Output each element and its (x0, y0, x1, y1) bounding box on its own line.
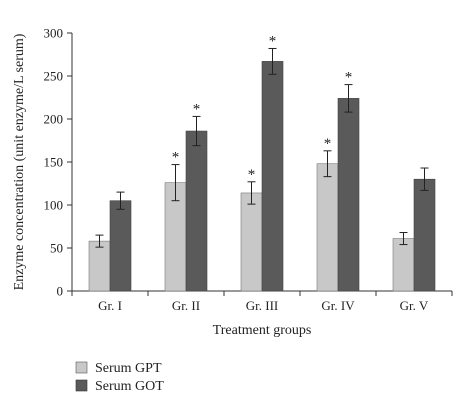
legend-swatch-serum-gpt (75, 361, 88, 374)
y-tick-label: 100 (44, 198, 64, 213)
significance-star: * (193, 101, 201, 117)
bar-serum-got (413, 178, 436, 292)
legend-label-serum-got: Serum GOT (95, 379, 164, 394)
bar-serum-got (337, 98, 360, 292)
y-axis-title: Enzyme concentration (unit enzyme/L seru… (12, 33, 27, 290)
y-tick-label: 300 (44, 26, 64, 41)
y-tick-label: 0 (57, 284, 64, 299)
significance-star: * (345, 70, 353, 86)
x-tick-label: Gr. I (98, 298, 122, 313)
x-tick-label: Gr. II (172, 298, 200, 313)
significance-star: * (172, 150, 180, 166)
significance-star: * (269, 33, 277, 49)
legend-label-serum-gpt: Serum GPT (95, 361, 162, 376)
x-tick-label: Gr. IV (321, 298, 355, 313)
x-axis-title: Treatment groups (213, 323, 312, 338)
bar-serum-gpt (240, 192, 263, 292)
x-tick-label: Gr. III (246, 298, 279, 313)
bar-serum-got (185, 130, 208, 292)
significance-star: * (248, 167, 256, 183)
x-tick-label: Gr. V (400, 298, 429, 313)
legend-swatch-serum-got (75, 379, 88, 392)
bar-serum-got (261, 61, 284, 292)
legend: Serum GPT Serum GOT (75, 361, 164, 394)
y-tick-label: 250 (44, 69, 64, 84)
y-tick-label: 200 (44, 112, 64, 127)
bar-serum-got (109, 200, 132, 292)
bar-serum-gpt (392, 238, 415, 292)
plot-area: 0 50 100 150 200 250 300 Gr. I * * Gr. II * * Gr. III… (44, 26, 453, 313)
bar-serum-gpt (88, 240, 111, 292)
bar-serum-gpt (316, 163, 339, 292)
significance-star: * (324, 136, 332, 152)
y-tick-label: 150 (44, 155, 64, 170)
y-tick-label: 50 (50, 241, 63, 256)
